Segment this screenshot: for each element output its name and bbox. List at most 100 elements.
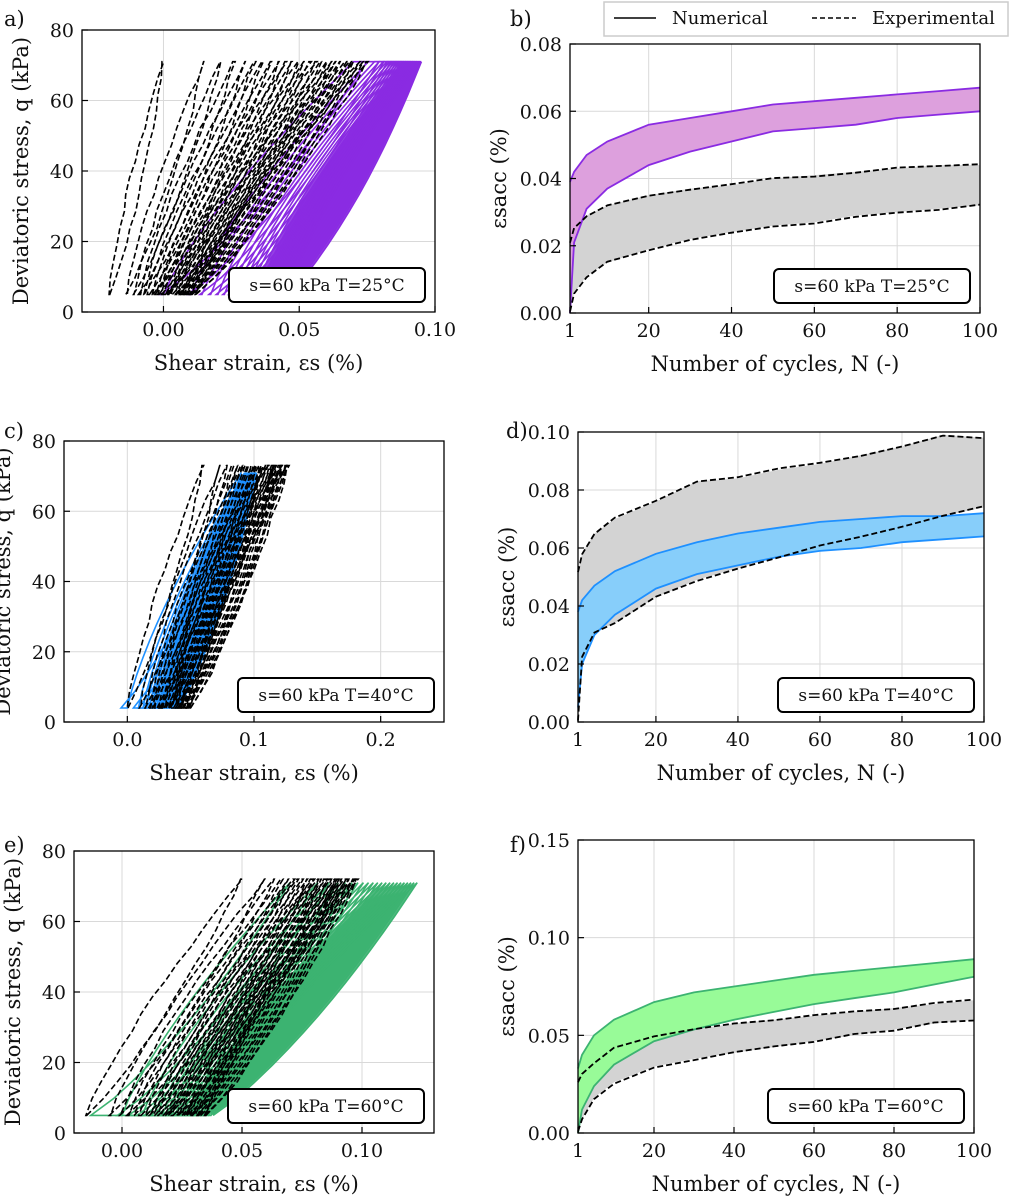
- condition-annotation: s=60 kPa T=25°C: [794, 277, 949, 297]
- y-tick-label: 0.08: [520, 34, 562, 56]
- experimental-loop: [132, 878, 290, 1117]
- x-tick-label: 20: [637, 320, 661, 342]
- panel-a: 0.00 0.05 0.10 0 20 40 60 80 Shear strain, εs (%…: [4, 7, 456, 375]
- experimental-loop: [124, 60, 205, 296]
- experimental-loop: [176, 464, 274, 709]
- condition-annotation-box: [767, 1088, 965, 1124]
- x-tick-label: 60: [808, 729, 832, 751]
- experimental-loop: [159, 878, 317, 1117]
- y-tick-label: 0.02: [528, 654, 570, 676]
- experimental-band: [570, 165, 980, 313]
- experimental-loop: [184, 878, 341, 1117]
- y-axis-label: εsacc (%): [495, 527, 519, 628]
- x-tick-label: 60: [802, 1140, 826, 1162]
- experimental-loop: [136, 60, 237, 296]
- experimental-band: [578, 434, 984, 722]
- y-tick-label: 0: [44, 712, 56, 734]
- x-tick-label: 20: [642, 1140, 666, 1162]
- panel-c: 0.0 0.1 0.2 0 20 40 60 80 Shear strain, εs (%) De…: [0, 419, 445, 785]
- panel-e: 0.00 0.05 0.10 0 20 40 60 80 Shear strain, εs (%…: [1, 833, 435, 1196]
- x-tick-label: 40: [719, 320, 743, 342]
- x-axis-label: Shear strain, εs (%): [154, 351, 364, 375]
- experimental-loop: [163, 878, 320, 1117]
- experimental-loop: [156, 60, 281, 296]
- x-tick-label: 100: [966, 729, 1002, 751]
- experimental-loop: [174, 464, 271, 709]
- y-tick-label: 60: [42, 912, 66, 934]
- experimental-loop: [196, 878, 350, 1117]
- experimental-loop: [126, 464, 205, 709]
- x-tick-label: 0.1: [239, 729, 269, 751]
- x-axis-label: Number of cycles, N (-): [651, 352, 900, 376]
- experimental-loop: [193, 60, 366, 296]
- experimental-lower-line: [569, 203, 981, 312]
- x-tick-label: 0.0: [112, 729, 142, 751]
- experimental-loop: [189, 60, 362, 296]
- experimental-loop: [186, 60, 353, 296]
- experimental-loop: [184, 464, 283, 709]
- y-tick-label: 0.10: [528, 928, 570, 950]
- condition-annotation-box: [228, 267, 426, 303]
- numerical-lower-line: [569, 110, 981, 314]
- numerical-lower-line: [577, 535, 985, 708]
- experimental-loop: [146, 464, 235, 709]
- y-tick-label: 40: [32, 572, 56, 594]
- experimental-loop: [193, 878, 351, 1117]
- x-tick-label: 80: [890, 729, 914, 751]
- x-tick-label: 80: [885, 320, 909, 342]
- y-tick-label: 0.00: [520, 303, 562, 325]
- x-axis-label: Shear strain, εs (%): [149, 1172, 359, 1196]
- x-tick-label: 0.00: [142, 319, 184, 341]
- x-axis-label: Number of cycles, N (-): [657, 761, 906, 785]
- experimental-loop: [161, 464, 253, 709]
- numerical-upper-line: [577, 512, 985, 613]
- experimental-loop: [182, 60, 342, 296]
- x-tick-label: 80: [882, 1140, 906, 1162]
- experimental-loop: [188, 878, 343, 1117]
- x-tick-label: 40: [726, 729, 750, 751]
- experimental-loop: [147, 878, 305, 1117]
- experimental-loop: [181, 464, 282, 709]
- x-tick-label: 1: [572, 729, 584, 751]
- numerical-band: [570, 87, 980, 313]
- experimental-upper-line: [577, 998, 975, 1083]
- condition-annotation-box: [777, 677, 975, 713]
- experimental-loop: [173, 60, 323, 296]
- x-tick-label: 60: [802, 320, 826, 342]
- y-axis-label: Deviatoric stress, q (kPa): [9, 37, 33, 305]
- x-tick-label: 0.10: [414, 319, 456, 341]
- y-tick-label: 40: [50, 161, 74, 183]
- plot-area: [84, 878, 418, 1117]
- panel-f: 1 20 40 60 80 100 0.00 0.05 0.10 0.15 Number of cy…: [495, 830, 992, 1196]
- y-axis-label: Deviatoric stress, q (kPa): [0, 447, 15, 715]
- experimental-loop: [179, 60, 337, 296]
- panel-label: f): [510, 833, 526, 857]
- experimental-loop: [108, 60, 165, 296]
- experimental-loop: [180, 464, 278, 709]
- numerical-loop: [206, 60, 389, 296]
- experimental-loop: [137, 878, 297, 1117]
- panel-d: 1 20 40 60 80 100 0.00 0.02 0.04 0.06 0.08 0.10 Numb…: [495, 419, 1002, 785]
- y-tick-label: 20: [42, 1053, 66, 1075]
- experimental-loop: [167, 464, 261, 709]
- experimental-loop: [160, 60, 289, 296]
- experimental-upper-line: [569, 163, 981, 243]
- experimental-lower-line: [577, 1019, 975, 1132]
- y-tick-label: 80: [42, 841, 66, 863]
- experimental-loop: [132, 60, 222, 296]
- experimental-loop: [143, 464, 228, 709]
- y-axis-label: εsacc (%): [495, 936, 519, 1037]
- y-tick-label: 0.05: [528, 1025, 570, 1047]
- y-tick-label: 0.15: [528, 830, 570, 852]
- panel-label: e): [4, 833, 25, 857]
- experimental-loop: [188, 61, 355, 296]
- condition-annotation-box: [773, 268, 971, 304]
- y-tick-label: 0.10: [528, 422, 570, 444]
- plot-area: [108, 60, 423, 296]
- x-axis-label: Shear strain, εs (%): [149, 761, 359, 785]
- x-tick-label: 20: [644, 729, 668, 751]
- panel-b: 1 20 40 60 80 100 0.00 0.02 0.04 0.06 0.08 Number o…: [487, 7, 998, 376]
- condition-annotation-box: [237, 677, 435, 713]
- numerical-loop: [287, 61, 423, 295]
- experimental-loop: [175, 878, 332, 1116]
